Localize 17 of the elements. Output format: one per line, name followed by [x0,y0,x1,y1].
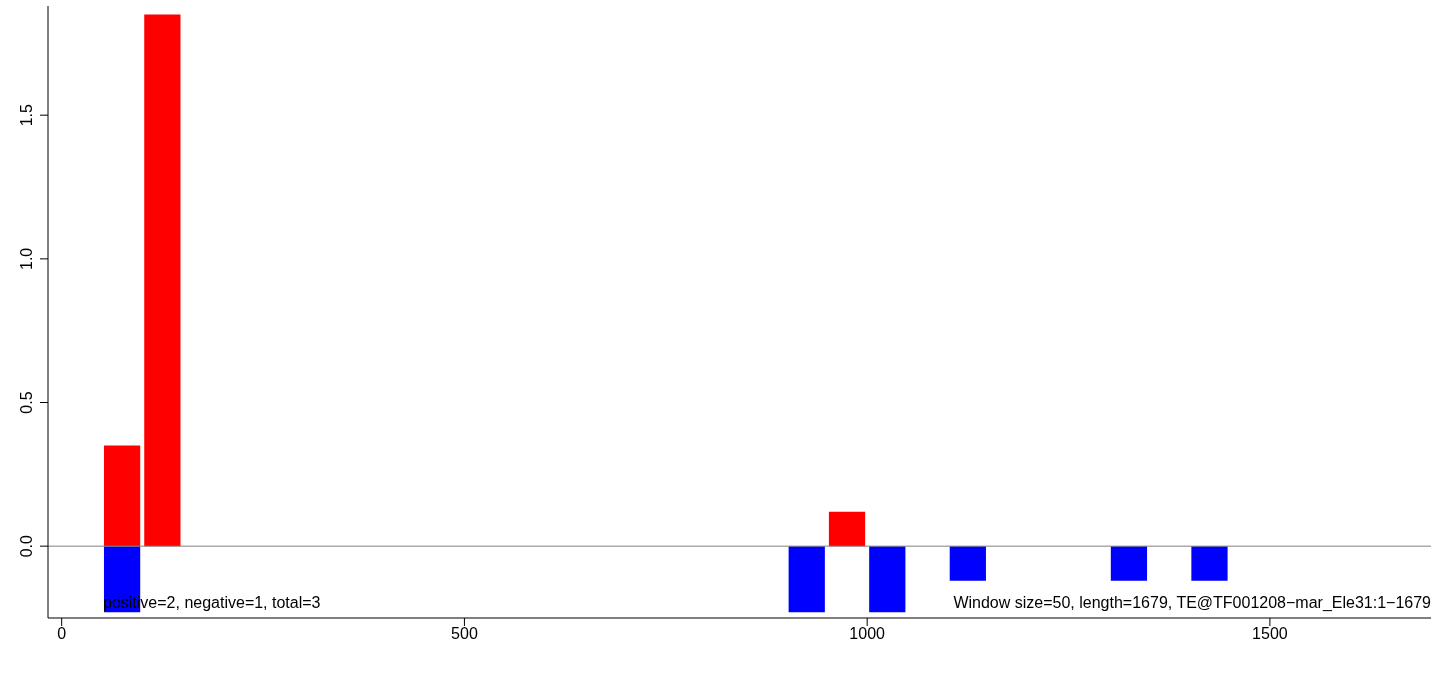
y-tick-label: 1.5 [18,103,35,127]
bar [1110,546,1148,581]
y-tick-label: 0.5 [18,391,35,414]
bar [103,445,141,547]
bar [949,546,986,581]
x-tick-label: 1500 [1252,625,1288,643]
bar [788,546,825,613]
bar [144,14,181,547]
y-tick-label: 1.0 [18,247,35,270]
x-tick-label: 1000 [849,625,886,643]
x-tick-label: 0 [57,625,67,643]
bar [869,546,906,613]
bar [828,511,866,547]
y-tick-label: 0.0 [18,534,35,558]
bar [1191,546,1228,581]
x-tick-label: 500 [451,625,478,643]
annotation: Window size=50, length=1679, TE@TF001208−mar_Ele31:1−1679 [953,594,1432,613]
